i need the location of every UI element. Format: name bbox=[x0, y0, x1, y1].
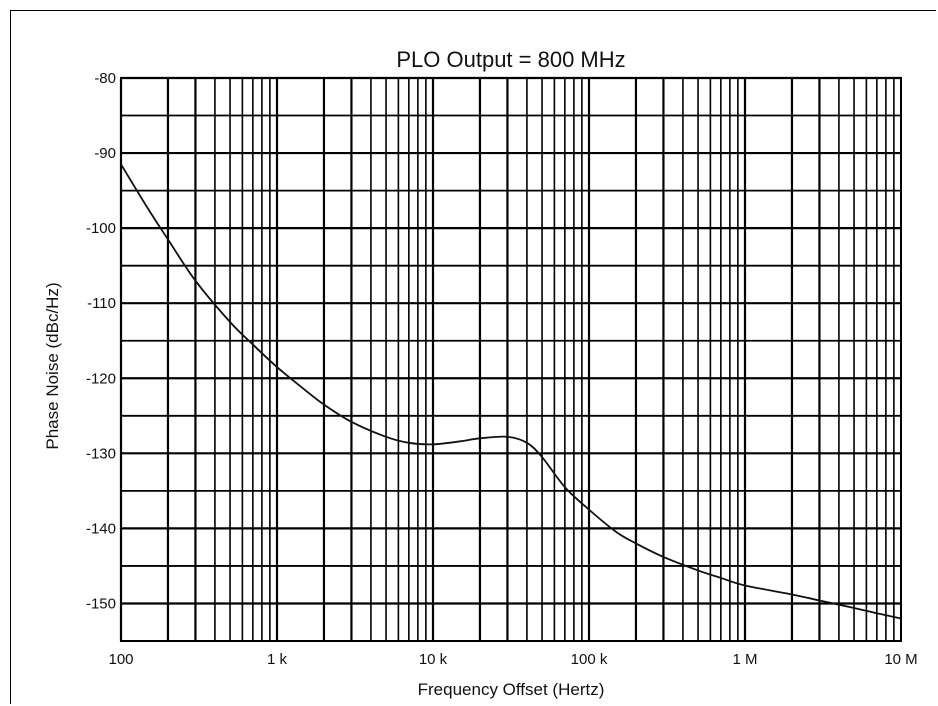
plot-border bbox=[120, 77, 902, 642]
x-tick-label: 10 k bbox=[419, 651, 448, 668]
x-tick-label: 1 k bbox=[267, 651, 288, 668]
x-tick-label: 100 k bbox=[571, 651, 608, 668]
y-tick-label: -140 bbox=[86, 520, 116, 537]
y-tick-labels: -80 -90 -100 -110 -120 -130 -140 -150 bbox=[86, 70, 116, 612]
y-tick-label: -130 bbox=[86, 445, 116, 462]
y-tick-label: -90 bbox=[94, 145, 116, 162]
grid-major bbox=[119, 76, 901, 642]
chart-title: PLO Output = 800 MHz bbox=[396, 47, 625, 72]
series-layer bbox=[120, 163, 902, 620]
y-tick-label: -110 bbox=[87, 295, 116, 312]
y-tick-label: -80 bbox=[94, 70, 116, 87]
phase-noise-series-line bbox=[120, 163, 902, 620]
y-tick-label: -150 bbox=[86, 595, 116, 612]
y-tick-label: -100 bbox=[86, 220, 116, 237]
x-tick-label: 1 M bbox=[732, 651, 757, 668]
y-axis-label: Phase Noise (dBc/Hz) bbox=[43, 282, 62, 449]
grid-minor bbox=[166, 78, 895, 641]
x-axis-label: Frequency Offset (Hertz) bbox=[418, 680, 605, 699]
x-tick-label: 10 M bbox=[884, 651, 917, 668]
x-tick-labels: 100 1 k 10 k 100 k 1 M 10 M bbox=[108, 651, 917, 668]
y-tick-label: -120 bbox=[86, 370, 116, 387]
chart-frame bbox=[10, 10, 936, 704]
x-tick-label: 100 bbox=[108, 651, 133, 668]
